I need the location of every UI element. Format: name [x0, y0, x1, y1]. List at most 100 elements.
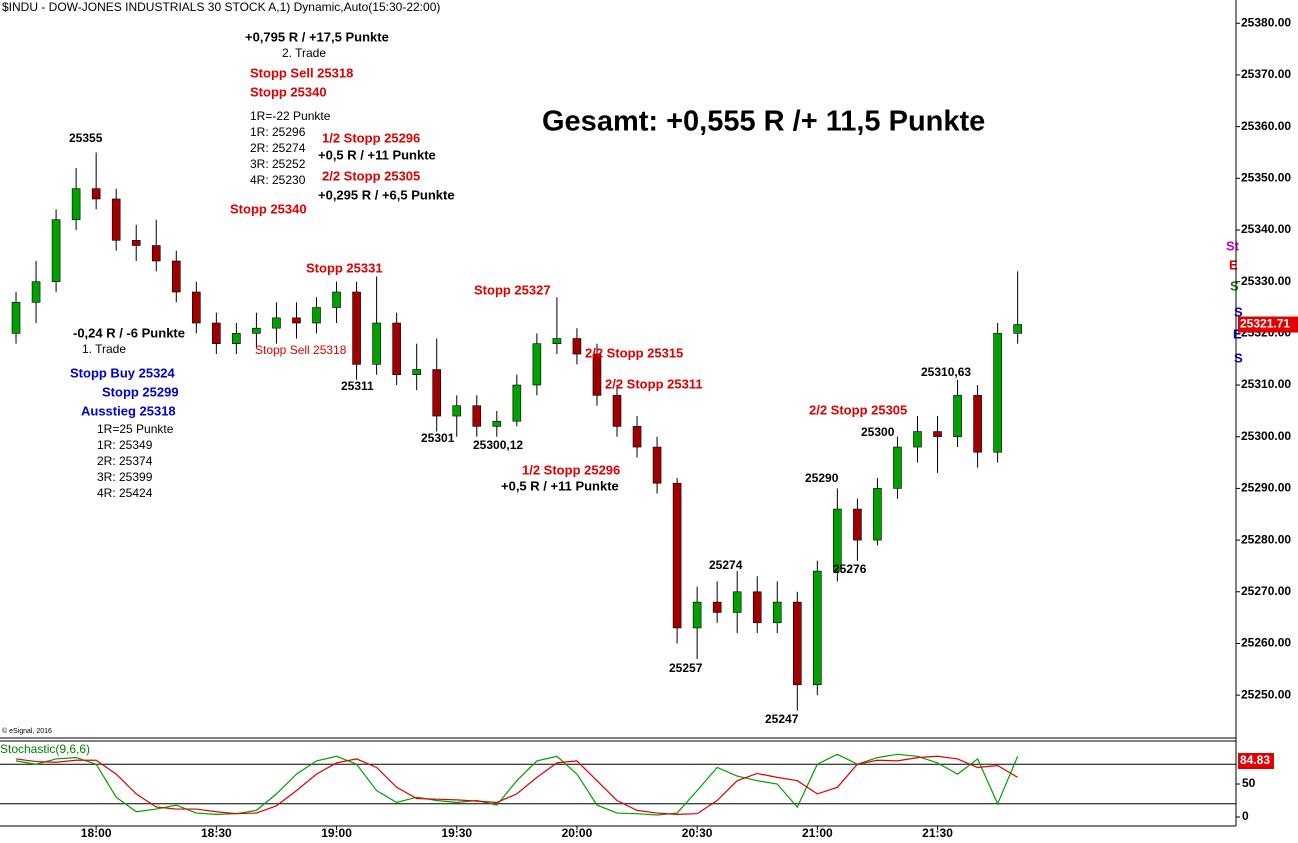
candle-body [612, 395, 622, 427]
last-price-label: 25321.71 [1240, 317, 1290, 331]
annotation: 1R=25 Punkte [97, 422, 174, 436]
annotation: E [1229, 257, 1238, 272]
candle-body [672, 482, 682, 629]
candle-body [292, 317, 301, 324]
candle-body [572, 338, 582, 355]
candle-body [171, 260, 181, 293]
annotation: 1. Trade [82, 342, 126, 356]
candle-body [131, 240, 141, 246]
annotation: Stopp Sell 25318 [250, 65, 353, 80]
annotation: 25310,63 [921, 365, 971, 379]
candle-body [232, 333, 241, 344]
annotation: 1/2 Stopp 25296 [322, 130, 420, 145]
annotation: 1R=-22 Punkte [250, 109, 331, 123]
annotation: 2/2 Stopp 25305 [322, 168, 420, 183]
annotation: Ausstieg 25318 [81, 403, 176, 418]
candle-body [933, 431, 942, 438]
y-tick-label: 0 [1242, 809, 1249, 823]
annotation: 4R: 25424 [97, 486, 153, 500]
annotation: 25355 [69, 131, 103, 145]
candle-body [332, 291, 341, 308]
candle-body [712, 601, 722, 613]
candle-body [272, 317, 281, 329]
candle-body [732, 591, 742, 613]
last-value-label: 84.83 [1240, 753, 1270, 767]
candle-body [853, 508, 862, 541]
y-tick-label: 25250.00 [1241, 687, 1291, 701]
annotation: 3R: 25252 [250, 157, 306, 171]
x-tick-label: 20:30 [682, 826, 713, 840]
candle-body [692, 601, 702, 629]
annotation: 25257 [669, 661, 703, 675]
candle-body [372, 322, 381, 365]
annotation: +0,795 R / +17,5 Punkte [245, 29, 389, 44]
annotation: 1R: 25349 [97, 438, 153, 452]
annotation: 4R: 25230 [250, 173, 306, 187]
annotation: 25276 [833, 562, 867, 576]
stochastic-line [15, 755, 1018, 815]
x-tick-label: 20:00 [562, 826, 593, 840]
indicator-title: Stochastic(9,6,6) [0, 742, 90, 756]
candle-body [71, 188, 81, 220]
y-tick-label: 25290.00 [1241, 481, 1291, 495]
x-tick-label: 19:00 [321, 826, 352, 840]
y-tick-label: 25300.00 [1241, 429, 1291, 443]
candle-body [632, 426, 642, 448]
last-value-box [1238, 753, 1274, 770]
candle-body [913, 431, 922, 448]
candle-body [873, 488, 882, 541]
candle-body [893, 446, 902, 489]
annotation: 2R: 25274 [250, 141, 306, 155]
x-tick-label: 19:30 [441, 826, 472, 840]
annotation: 25301 [421, 431, 455, 445]
annotation: 2. Trade [282, 46, 326, 60]
annotation: 25311 [341, 379, 374, 393]
candle-body [452, 405, 462, 417]
candle-body [91, 188, 101, 200]
y-tick-label: 25310.00 [1241, 377, 1291, 391]
candle-body [652, 446, 662, 484]
y-tick-label: 25270.00 [1241, 584, 1291, 598]
candle-body [151, 245, 161, 262]
y-tick-label: 25260.00 [1241, 636, 1291, 650]
candle-body [833, 508, 842, 572]
candle-body [792, 601, 802, 686]
candle-body [752, 591, 762, 624]
annotation: 25274 [709, 558, 743, 572]
candle-body [512, 384, 522, 422]
annotation: 25247 [765, 712, 799, 726]
candle-body [111, 198, 121, 241]
candle-body [592, 353, 602, 396]
candle-body [51, 219, 61, 282]
candle-body [532, 343, 542, 386]
candle-body [772, 601, 782, 624]
annotation: +0,5 R / +11 Punkte [318, 147, 436, 162]
y-tick-label: 25280.00 [1241, 532, 1291, 546]
candle-body [312, 307, 321, 324]
y-tick-label: 25350.00 [1241, 170, 1291, 184]
last-price-box [1238, 316, 1298, 333]
candle-body [813, 570, 822, 686]
candle-body [11, 302, 21, 334]
annotation: 2/2 Stopp 25311 [605, 376, 703, 391]
chart-title: $INDU - DOW-JONES INDUSTRIALS 30 STOCK A… [2, 0, 440, 14]
x-tick-label: 18:30 [201, 826, 232, 840]
x-tick-label: 21:00 [802, 826, 833, 840]
annotation: 2/2 Stopp 25305 [809, 402, 907, 417]
annotation: St [1226, 238, 1240, 253]
annotation: S [1234, 304, 1243, 319]
candle-body [212, 322, 221, 344]
annotation: Stopp Buy 25324 [70, 365, 176, 380]
annotation: 3R: 25399 [97, 470, 153, 484]
annotation: Stopp 25331 [306, 260, 383, 275]
candle-body [412, 369, 421, 376]
annotation: Stopp 25299 [102, 384, 179, 399]
y-tick-label: 25370.00 [1241, 67, 1291, 81]
candle-body [1013, 324, 1022, 334]
annotation: 1R: 25296 [250, 125, 306, 139]
candle-body [472, 405, 482, 427]
y-tick-label: 25380.00 [1241, 15, 1291, 29]
annotation: S [1230, 278, 1239, 293]
